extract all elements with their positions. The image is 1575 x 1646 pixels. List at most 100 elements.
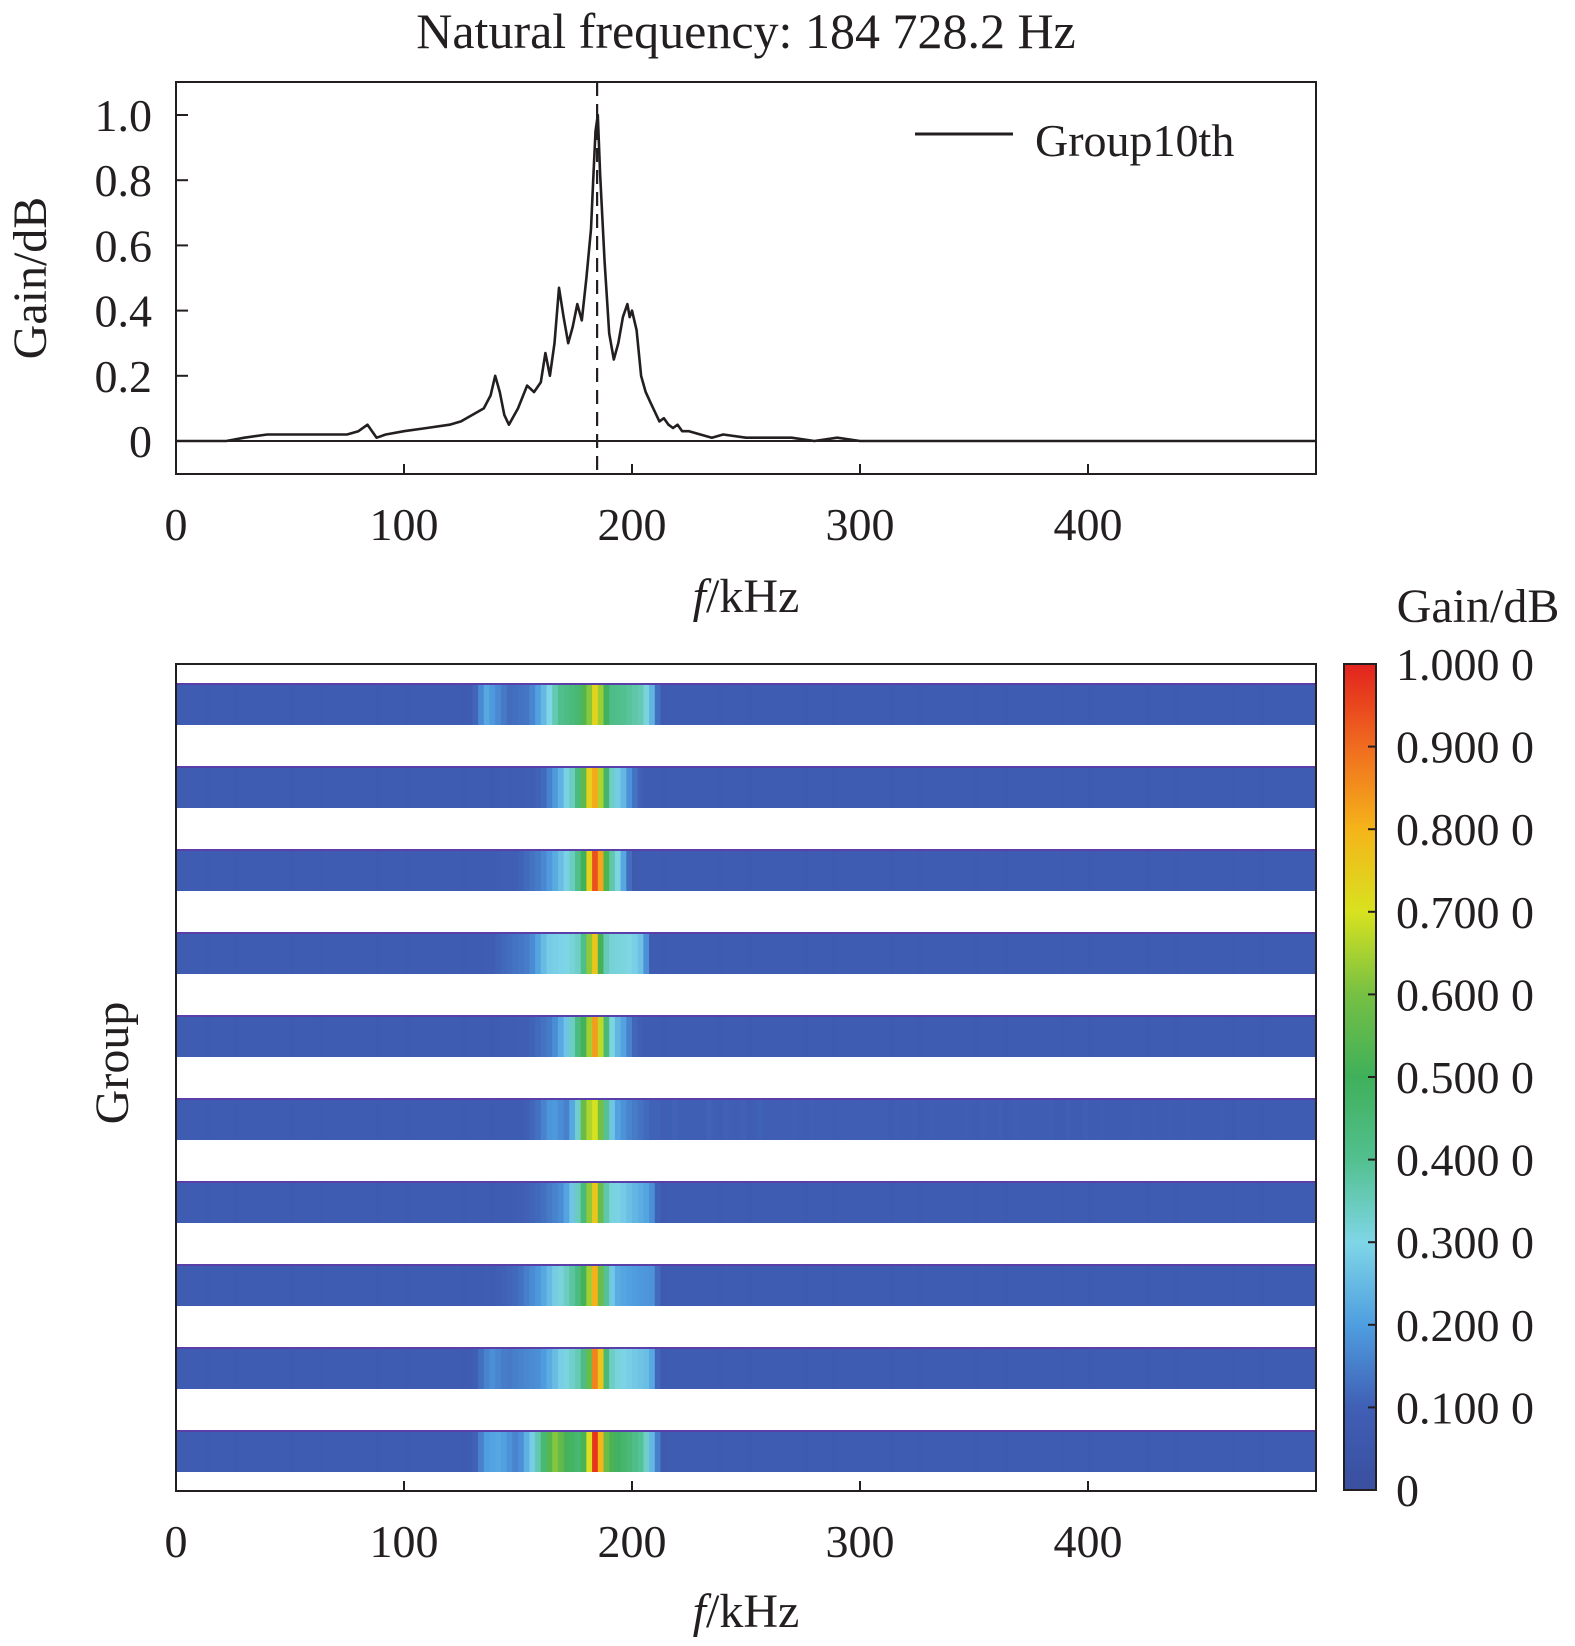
heatmap-cell — [1116, 1430, 1123, 1472]
heatmap-cell — [1298, 683, 1306, 725]
heatmap-cell — [632, 1015, 639, 1057]
heatmap-cell — [1065, 1347, 1072, 1389]
heatmap-cell — [939, 1098, 947, 1140]
heatmap-cell — [928, 1015, 935, 1057]
heatmap-cell — [215, 766, 223, 808]
line-plot-frame — [175, 81, 1317, 475]
heatmap-cell — [386, 683, 394, 725]
heatmap-cell — [768, 1098, 776, 1140]
heatmap-cell — [284, 1098, 291, 1140]
heatmap-cell — [1179, 766, 1186, 808]
heatmap-cell — [267, 1015, 274, 1057]
heatmap-cell — [1105, 1264, 1112, 1306]
heatmap-cell — [1293, 932, 1300, 974]
heatmap-cell — [187, 1098, 194, 1140]
heatmap-cell — [580, 932, 587, 974]
heatmap-cell — [1230, 1347, 1237, 1389]
heatmap-cell — [1202, 1264, 1209, 1306]
y-tick-label: 0 — [129, 416, 152, 467]
heatmap-cell — [603, 683, 610, 725]
heatmap-cell — [569, 1015, 576, 1057]
heatmap-cell — [284, 683, 291, 725]
heatmap-cell — [506, 683, 513, 725]
heatmap-cell — [529, 1430, 536, 1472]
heatmap-cell — [1190, 1098, 1197, 1140]
heatmap-cell — [757, 932, 764, 974]
colorbar-ticks: 00.100 00.200 00.300 00.400 00.500 00.60… — [1368, 639, 1534, 1516]
heatmap-cell — [233, 849, 240, 891]
series-point — [580, 319, 583, 322]
heatmap-cell — [671, 683, 679, 725]
heatmap-cell — [381, 1264, 388, 1306]
heatmap-cell — [1224, 766, 1232, 808]
heatmap-cell — [358, 1347, 365, 1389]
heatmap-cell — [974, 1430, 981, 1472]
heatmap-cell — [694, 932, 701, 974]
heatmap-cell — [643, 932, 650, 974]
heatmap-cell — [483, 1098, 491, 1140]
heatmap-cell — [404, 1181, 411, 1223]
heatmap-cell — [557, 766, 565, 808]
heatmap-cell — [392, 1015, 399, 1057]
heatmap-cell — [341, 1430, 348, 1472]
heatmap-cell — [586, 932, 593, 974]
heatmap-cell — [820, 932, 827, 974]
heatmap-cell — [951, 683, 958, 725]
heatmap-cell — [1116, 1181, 1123, 1223]
heatmap-cell — [728, 1098, 736, 1140]
heatmap-cell — [227, 1181, 234, 1223]
heatmap-cell — [449, 766, 456, 808]
heatmap-cell — [649, 766, 656, 808]
heatmap-cell — [677, 849, 684, 891]
heatmap-cell — [1110, 1181, 1118, 1223]
heatmap-cell — [700, 1347, 707, 1389]
heatmap-cell — [478, 1098, 485, 1140]
heatmap-cell — [894, 683, 901, 725]
heatmap-cell — [848, 1430, 855, 1472]
heatmap-cell — [774, 849, 781, 891]
heatmap-cell — [426, 683, 434, 725]
heatmap-cell — [324, 932, 331, 974]
heatmap-cell — [1196, 1264, 1203, 1306]
heatmap-cell — [1013, 1430, 1021, 1472]
heatmap-cell — [352, 849, 359, 891]
heatmap-cell — [803, 1264, 810, 1306]
heatmap-cell — [1173, 932, 1180, 974]
heatmap-cell — [774, 1264, 781, 1306]
heatmap-cell — [569, 1430, 576, 1472]
heatmap-cell — [1173, 766, 1180, 808]
heatmap-cell — [580, 1430, 587, 1472]
heatmap-cell — [842, 932, 850, 974]
heatmap-cell — [985, 849, 992, 891]
heatmap-cell — [728, 683, 736, 725]
heatmap-cell — [472, 849, 479, 891]
heatmap-cell — [529, 849, 536, 891]
heatmap-cell — [1088, 683, 1095, 725]
heatmap-cell — [671, 932, 679, 974]
heatmap-cell — [1127, 1430, 1135, 1472]
series-point — [676, 423, 679, 426]
heatmap-cell — [335, 683, 342, 725]
heatmap-cell — [495, 1264, 502, 1306]
heatmap-cell — [426, 849, 434, 891]
heatmap-cell — [569, 1347, 576, 1389]
heatmap-cell — [1247, 1264, 1254, 1306]
heatmap-cell — [1276, 1015, 1283, 1057]
heatmap-cell — [1236, 1430, 1243, 1472]
heatmap-cell — [854, 1347, 861, 1389]
heatmap-cell — [1184, 1098, 1192, 1140]
heatmap-cell — [831, 932, 838, 974]
heatmap-cell — [848, 1098, 855, 1140]
series-point — [366, 423, 369, 426]
heatmap-cell — [1162, 1098, 1169, 1140]
heatmap-cell — [968, 1015, 975, 1057]
heatmap-cell — [335, 1430, 342, 1472]
heatmap-cell — [181, 683, 188, 725]
heatmap-cell — [449, 1430, 456, 1472]
heatmap-cell — [1042, 1347, 1049, 1389]
heatmap-cell — [911, 932, 918, 974]
heatmap-cell — [580, 1015, 587, 1057]
heatmap-cell — [780, 1430, 787, 1472]
heatmap-cell — [478, 1264, 485, 1306]
heatmap-cell — [358, 683, 365, 725]
